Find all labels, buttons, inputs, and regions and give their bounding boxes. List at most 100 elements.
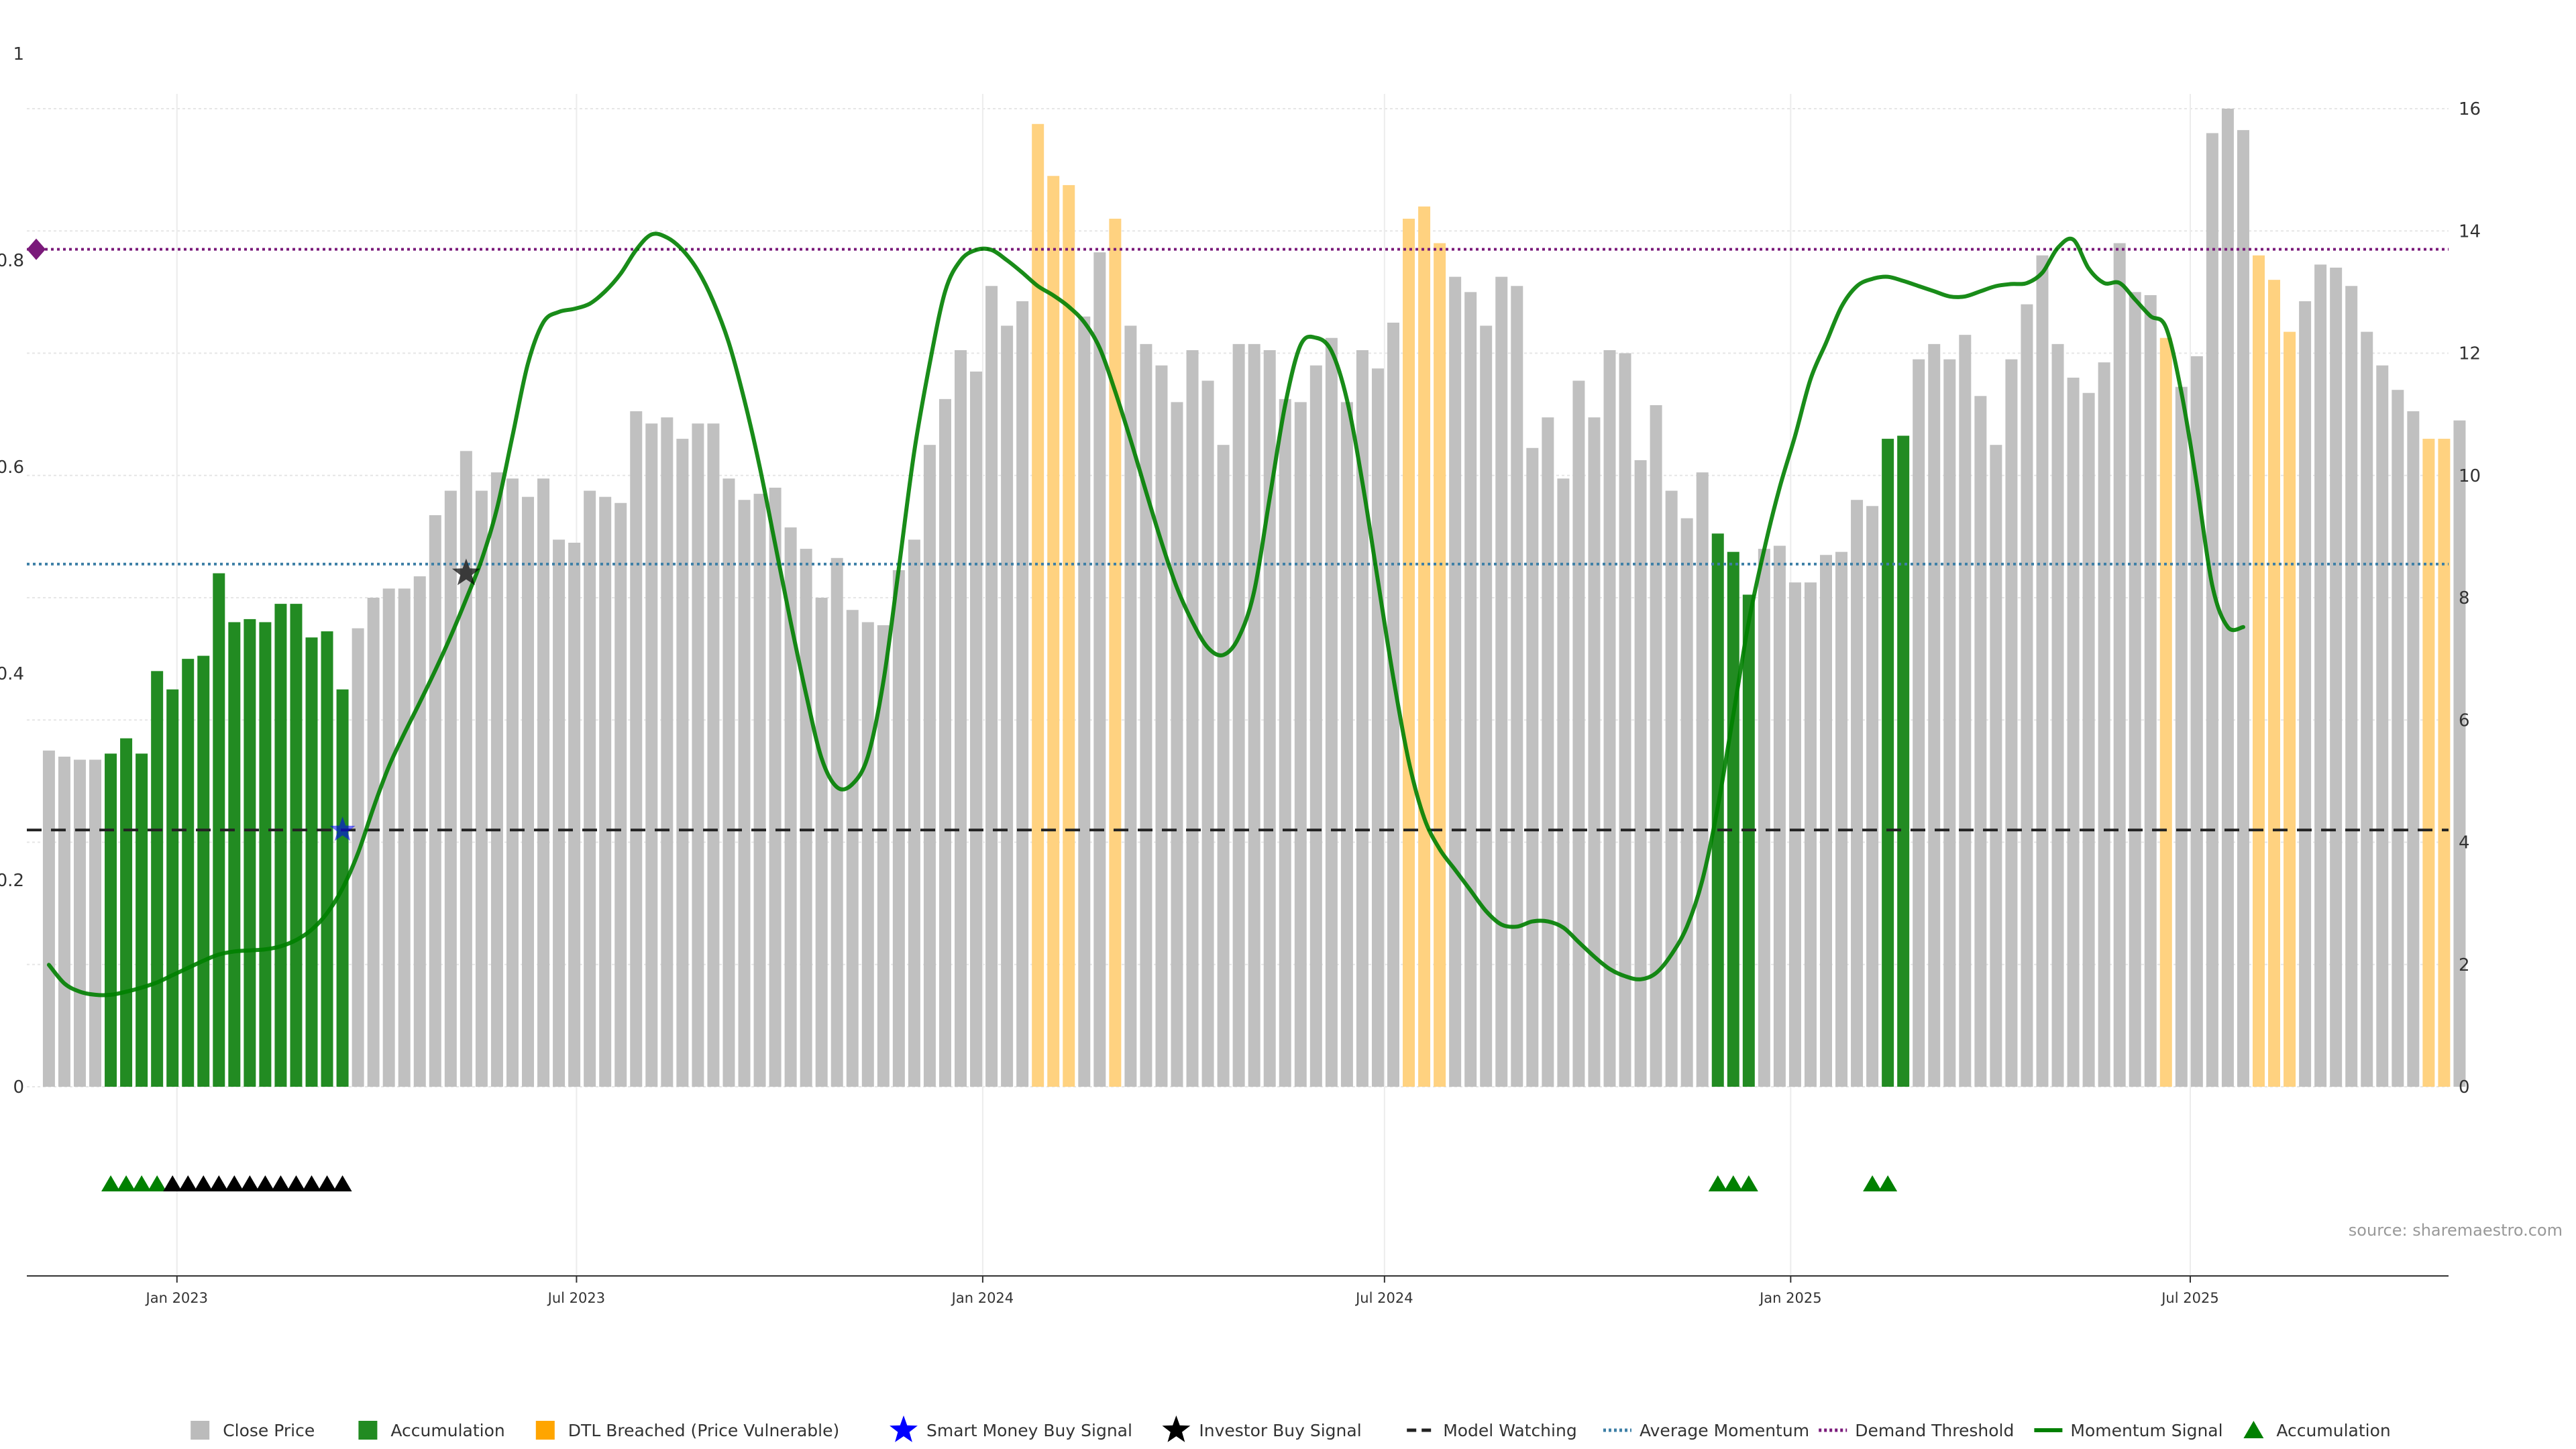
price-bar (1016, 301, 1029, 1087)
price-bar (1788, 582, 1801, 1087)
y-left-tick-label: 0.4 (0, 664, 24, 684)
price-bar (537, 478, 550, 1087)
price-bar (753, 494, 766, 1087)
price-bar (136, 753, 148, 1087)
price-bar (1294, 402, 1307, 1087)
price-bar (58, 756, 70, 1087)
price-bar (1974, 396, 1987, 1087)
price-bar (213, 573, 225, 1087)
price-bar (830, 557, 843, 1087)
accumulation-marker (194, 1175, 213, 1191)
price-bar (1464, 292, 1477, 1087)
price-bar (1758, 549, 1770, 1087)
price-bar (42, 750, 55, 1087)
price-bar (1804, 582, 1817, 1087)
price-bar (1356, 350, 1368, 1087)
legend-label: Investor Buy Signal (1199, 1421, 1361, 1440)
price-bar (970, 371, 983, 1087)
price-bar (398, 588, 411, 1087)
price-bar (568, 542, 581, 1087)
price-bar (553, 539, 566, 1087)
price-bar (89, 759, 102, 1087)
price-bar (1140, 343, 1152, 1087)
price-bar (1387, 322, 1400, 1087)
accumulation-marker (240, 1175, 260, 1191)
x-tick-label: Jul 2024 (1354, 1290, 1413, 1306)
price-bar (784, 527, 797, 1087)
price-bar (877, 625, 890, 1087)
price-bar (1913, 359, 1925, 1087)
price-bar (1572, 380, 1585, 1087)
price-bar (259, 622, 272, 1087)
price-bar (413, 576, 426, 1087)
price-bar (846, 610, 859, 1087)
price-bar (676, 439, 689, 1087)
signal-markers (27, 238, 1898, 1191)
price-bar (1232, 343, 1245, 1087)
price-bar (1186, 350, 1199, 1087)
price-bar (73, 759, 86, 1087)
price-bar (1325, 337, 1338, 1087)
price-bar (290, 604, 303, 1087)
legend-item: Model Watching (1407, 1421, 1577, 1440)
y-right-tick-label: 4 (2459, 833, 2470, 853)
legend: Close Price Accumulation DTL Breached (Pri… (191, 1415, 2391, 1442)
legend-star-icon (1162, 1415, 1191, 1442)
price-bar (1078, 316, 1091, 1087)
price-bar (305, 637, 318, 1087)
price-bar (1619, 353, 1631, 1087)
price-bar (506, 478, 519, 1087)
legend-item: Accumulation (358, 1421, 505, 1440)
price-bar (1882, 439, 1894, 1087)
price-bar (2144, 294, 2157, 1087)
accumulation-marker (1708, 1175, 1727, 1191)
price-bars (42, 109, 2466, 1087)
legend-item: Average Momentum (1603, 1421, 1809, 1440)
price-bar (985, 286, 998, 1087)
x-tick-label: Jul 2025 (2160, 1290, 2218, 1306)
legend-item: Close Price (191, 1421, 315, 1440)
price-bar (2067, 377, 2080, 1087)
legend-item: Momentum Signal (2034, 1421, 2223, 1440)
demand-threshold-marker (27, 238, 46, 260)
price-bar (1634, 460, 1647, 1087)
accumulation-marker (271, 1175, 290, 1191)
price-bar (2082, 392, 2095, 1087)
price-bar (2206, 133, 2218, 1087)
price-bar (1959, 335, 1972, 1087)
price-bar (460, 451, 472, 1087)
price-bar (1557, 478, 1570, 1087)
price-bar (1263, 350, 1276, 1087)
price-bar (321, 631, 333, 1087)
price-bar (1727, 551, 1739, 1087)
price-bar (2252, 255, 2265, 1087)
legend-label: Close Price (223, 1421, 315, 1440)
y-right-tick-label: 2 (2459, 955, 2470, 975)
price-bar (1542, 417, 1554, 1087)
price-bar (1155, 365, 1168, 1087)
price-bar (490, 472, 503, 1087)
price-bar (382, 588, 395, 1087)
price-bar (274, 604, 287, 1087)
y-left-tick-label: 0.8 (0, 251, 24, 271)
accumulation-marker (1739, 1175, 1758, 1191)
accumulation-marker (117, 1175, 136, 1191)
price-bar (1835, 551, 1848, 1087)
accumulation-marker (209, 1175, 229, 1191)
price-bar (1093, 252, 1106, 1087)
price-bar (722, 478, 735, 1087)
accumulation-marker (256, 1175, 275, 1191)
y-right-tick-label: 10 (2459, 466, 2481, 486)
price-bar (1742, 594, 1755, 1087)
price-bar (1340, 402, 1353, 1087)
price-bar (1001, 325, 1014, 1087)
price-bar (2036, 255, 2049, 1087)
price-bar (1047, 176, 1060, 1087)
price-bar (1109, 219, 1122, 1087)
price-bar (2159, 337, 2172, 1087)
accumulation-marker (333, 1175, 352, 1191)
price-bar (1309, 365, 1322, 1087)
price-bar (692, 423, 704, 1087)
accumulation-marker (132, 1175, 152, 1191)
